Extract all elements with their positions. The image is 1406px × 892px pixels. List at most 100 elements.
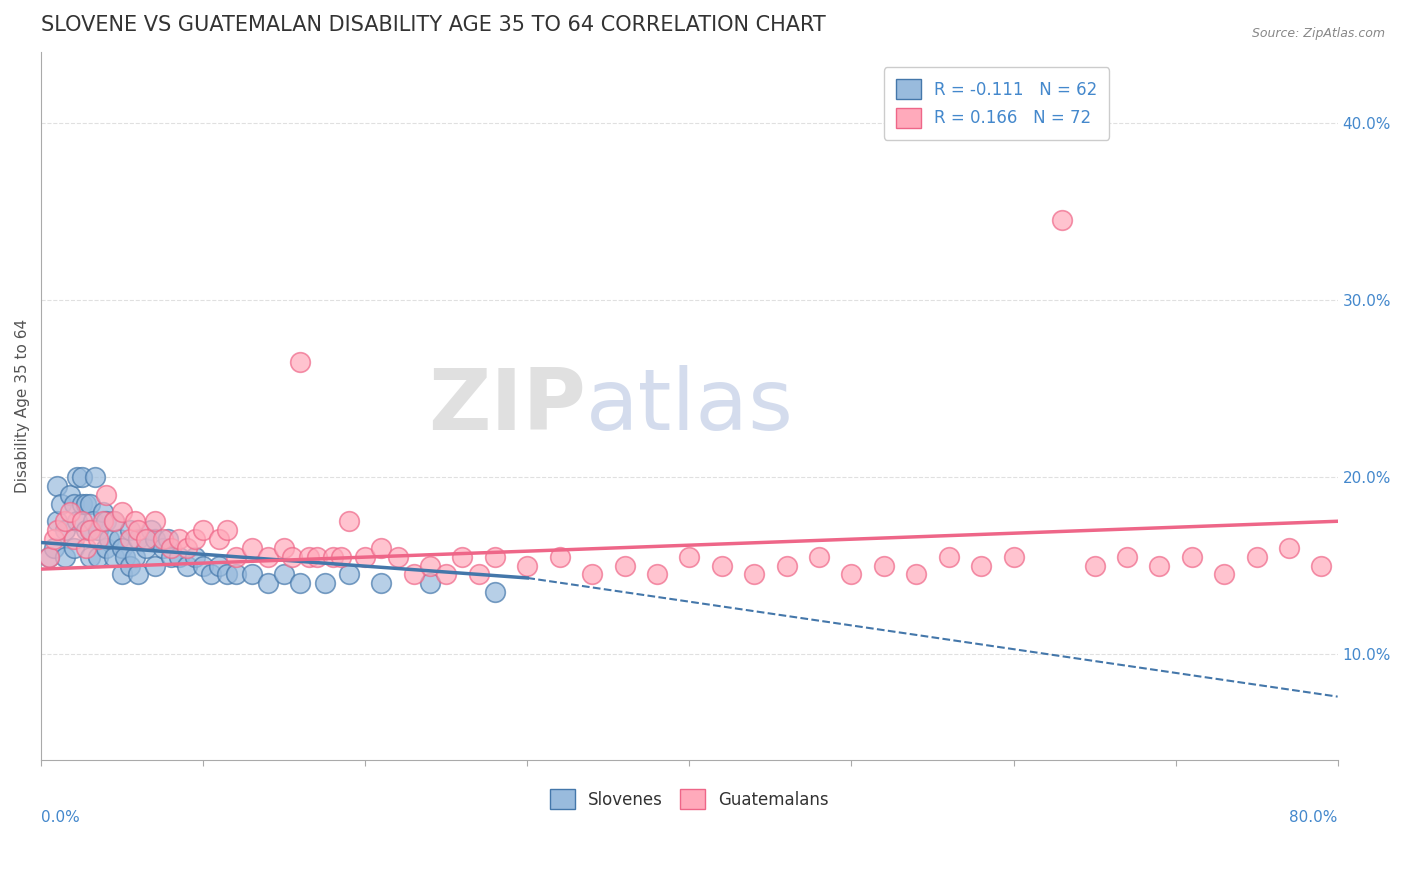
Point: [370, 541, 392, 555]
Point: [184, 532, 207, 546]
Point: [645, 567, 668, 582]
Point: [240, 567, 263, 582]
Point: [127, 532, 149, 546]
Point: [127, 523, 149, 537]
Point: [873, 558, 896, 573]
Point: [225, 549, 247, 564]
Point: [613, 558, 636, 573]
Point: [337, 514, 360, 528]
Point: [143, 514, 166, 528]
Point: [402, 567, 425, 582]
Point: [322, 549, 344, 564]
Point: [62, 541, 84, 555]
Point: [581, 567, 603, 582]
Point: [59, 488, 82, 502]
Point: [159, 549, 181, 564]
Point: [240, 541, 263, 555]
Point: [143, 532, 166, 546]
Point: [143, 558, 166, 573]
Point: [59, 505, 82, 519]
Point: [94, 488, 117, 502]
Point: [354, 549, 377, 564]
Point: [127, 567, 149, 582]
Point: [217, 523, 239, 537]
Point: [152, 532, 174, 546]
Point: [297, 549, 319, 564]
Point: [79, 549, 101, 564]
Point: [467, 567, 489, 582]
Point: [329, 549, 352, 564]
Point: [79, 523, 101, 537]
Point: [87, 549, 110, 564]
Point: [434, 567, 457, 582]
Point: [516, 558, 538, 573]
Point: [38, 549, 60, 564]
Point: [938, 549, 960, 564]
Point: [156, 532, 179, 546]
Point: [159, 541, 181, 555]
Point: [217, 567, 239, 582]
Point: [103, 549, 125, 564]
Point: [111, 541, 134, 555]
Point: [42, 532, 65, 546]
Point: [1246, 549, 1268, 564]
Point: [1083, 558, 1105, 573]
Y-axis label: Disability Age 35 to 64: Disability Age 35 to 64: [15, 319, 30, 493]
Point: [208, 558, 231, 573]
Point: [167, 549, 190, 564]
Point: [775, 558, 797, 573]
Point: [124, 549, 146, 564]
Point: [167, 532, 190, 546]
Point: [451, 549, 474, 564]
Point: [1050, 213, 1073, 227]
Point: [111, 505, 134, 519]
Point: [225, 567, 247, 582]
Point: [1181, 549, 1204, 564]
Point: [66, 514, 89, 528]
Point: [290, 355, 312, 369]
Point: [290, 576, 312, 591]
Point: [200, 567, 222, 582]
Point: [70, 497, 93, 511]
Point: [70, 514, 93, 528]
Point: [176, 541, 198, 555]
Point: [193, 558, 215, 573]
Point: [79, 523, 101, 537]
Text: Source: ZipAtlas.com: Source: ZipAtlas.com: [1251, 27, 1385, 40]
Point: [710, 558, 733, 573]
Point: [370, 576, 392, 591]
Point: [120, 532, 142, 546]
Point: [1310, 558, 1333, 573]
Point: [419, 558, 441, 573]
Point: [91, 514, 114, 528]
Point: [94, 541, 117, 555]
Text: 0.0%: 0.0%: [41, 810, 80, 825]
Point: [387, 549, 409, 564]
Point: [120, 523, 142, 537]
Point: [87, 532, 110, 546]
Point: [281, 549, 304, 564]
Point: [114, 549, 136, 564]
Point: [1278, 541, 1301, 555]
Point: [46, 523, 69, 537]
Text: atlas: atlas: [586, 365, 793, 448]
Text: 80.0%: 80.0%: [1289, 810, 1337, 825]
Point: [273, 567, 295, 582]
Point: [111, 567, 134, 582]
Point: [273, 541, 295, 555]
Point: [66, 470, 89, 484]
Point: [120, 558, 142, 573]
Point: [135, 541, 157, 555]
Point: [970, 558, 993, 573]
Point: [152, 541, 174, 555]
Point: [76, 541, 98, 555]
Point: [82, 514, 104, 528]
Point: [124, 514, 146, 528]
Point: [841, 567, 863, 582]
Point: [91, 505, 114, 519]
Point: [62, 532, 84, 546]
Point: [38, 549, 60, 564]
Point: [49, 497, 72, 511]
Point: [42, 541, 65, 555]
Point: [548, 549, 571, 564]
